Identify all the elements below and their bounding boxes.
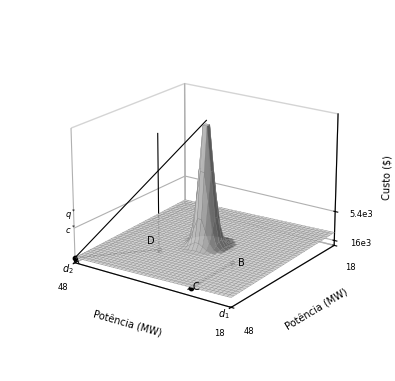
X-axis label: Potência (MW): Potência (MW): [92, 310, 163, 339]
Text: $q^*$
$c^*$: $q^*$ $c^*$: [64, 207, 76, 236]
Y-axis label: Potência (MW): Potência (MW): [284, 288, 350, 333]
